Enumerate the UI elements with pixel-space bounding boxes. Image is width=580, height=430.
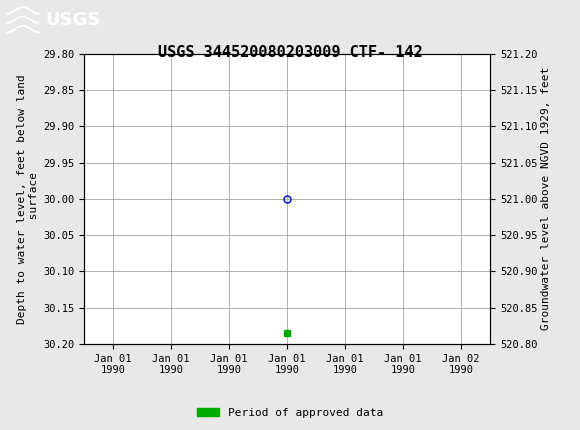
- Y-axis label: Groundwater level above NGVD 1929, feet: Groundwater level above NGVD 1929, feet: [542, 67, 552, 331]
- Legend: Period of approved data: Period of approved data: [193, 403, 387, 422]
- Text: USGS 344520080203009 CTF- 142: USGS 344520080203009 CTF- 142: [158, 45, 422, 60]
- Y-axis label: Depth to water level, feet below land
 surface: Depth to water level, feet below land su…: [17, 74, 39, 324]
- Text: USGS: USGS: [45, 11, 100, 29]
